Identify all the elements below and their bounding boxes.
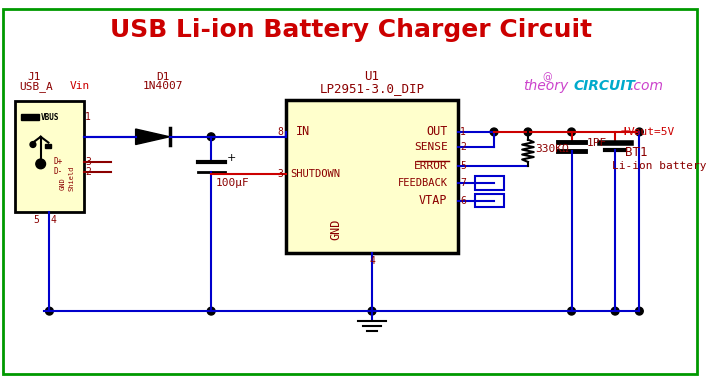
Circle shape (36, 159, 46, 169)
Text: LP2951-3.0_DIP: LP2951-3.0_DIP (320, 82, 424, 95)
Text: OUT: OUT (426, 125, 448, 138)
Text: 3: 3 (85, 157, 91, 167)
Text: 2: 2 (460, 142, 466, 152)
Text: VTAP: VTAP (419, 194, 448, 207)
Text: 7: 7 (460, 178, 466, 188)
Text: 1N4007: 1N4007 (142, 82, 183, 92)
Text: 1: 1 (85, 112, 91, 123)
Circle shape (568, 307, 576, 315)
Bar (475, 177, 504, 190)
Bar (286, 100, 458, 253)
Text: VBUS: VBUS (40, 113, 59, 122)
Text: 100μF: 100μF (216, 178, 249, 188)
Circle shape (636, 128, 643, 136)
Circle shape (368, 307, 376, 315)
Circle shape (636, 307, 643, 315)
Bar (14, 101, 85, 212)
Circle shape (568, 128, 576, 136)
Text: D+: D+ (54, 157, 62, 167)
Text: USB_A: USB_A (20, 81, 53, 92)
Text: .com: .com (630, 79, 664, 93)
Text: theory: theory (523, 79, 568, 93)
Text: Vin: Vin (69, 82, 90, 92)
Text: 6: 6 (460, 196, 466, 206)
Circle shape (46, 307, 54, 315)
Bar (45, 144, 51, 148)
Circle shape (208, 133, 215, 141)
Text: IN: IN (296, 125, 309, 138)
Circle shape (611, 307, 619, 315)
Bar (21, 113, 39, 120)
Circle shape (208, 307, 215, 315)
Text: 1: 1 (460, 127, 466, 137)
Text: +: + (620, 125, 630, 138)
Text: 4: 4 (51, 215, 56, 225)
Text: 3: 3 (277, 169, 283, 178)
Circle shape (30, 142, 36, 147)
Text: 4: 4 (369, 256, 375, 266)
Text: 5: 5 (33, 215, 39, 225)
Text: 330KΩ: 330KΩ (536, 144, 570, 154)
Text: FEEDBACK: FEEDBACK (398, 178, 448, 188)
Text: 1PF: 1PF (587, 137, 607, 147)
Text: CIRCUIT: CIRCUIT (573, 79, 636, 93)
Text: SHUTDOWN: SHUTDOWN (291, 169, 341, 178)
Circle shape (490, 128, 498, 136)
Text: SENSE: SENSE (414, 142, 448, 152)
Text: D1: D1 (156, 72, 169, 82)
Text: 8: 8 (277, 127, 283, 137)
Text: Shield: Shield (69, 166, 74, 191)
Text: U1: U1 (364, 70, 380, 83)
Text: ERROR: ERROR (414, 161, 448, 171)
Polygon shape (136, 129, 169, 144)
Text: 2: 2 (85, 167, 91, 177)
Text: GND: GND (330, 219, 343, 241)
Text: +: + (227, 153, 236, 163)
Circle shape (524, 128, 532, 136)
Text: D-: D- (54, 167, 62, 176)
Text: J1: J1 (27, 72, 40, 82)
Text: GND: GND (60, 177, 66, 190)
Text: USB Li-ion Battery Charger Circuit: USB Li-ion Battery Charger Circuit (110, 18, 591, 42)
Text: 5: 5 (460, 161, 466, 171)
Text: BT1: BT1 (625, 146, 647, 159)
Bar (475, 194, 504, 208)
Text: @: @ (542, 72, 552, 82)
Text: Vout=5V: Vout=5V (628, 127, 675, 137)
Text: Li-ion battery: Li-ion battery (612, 161, 706, 171)
